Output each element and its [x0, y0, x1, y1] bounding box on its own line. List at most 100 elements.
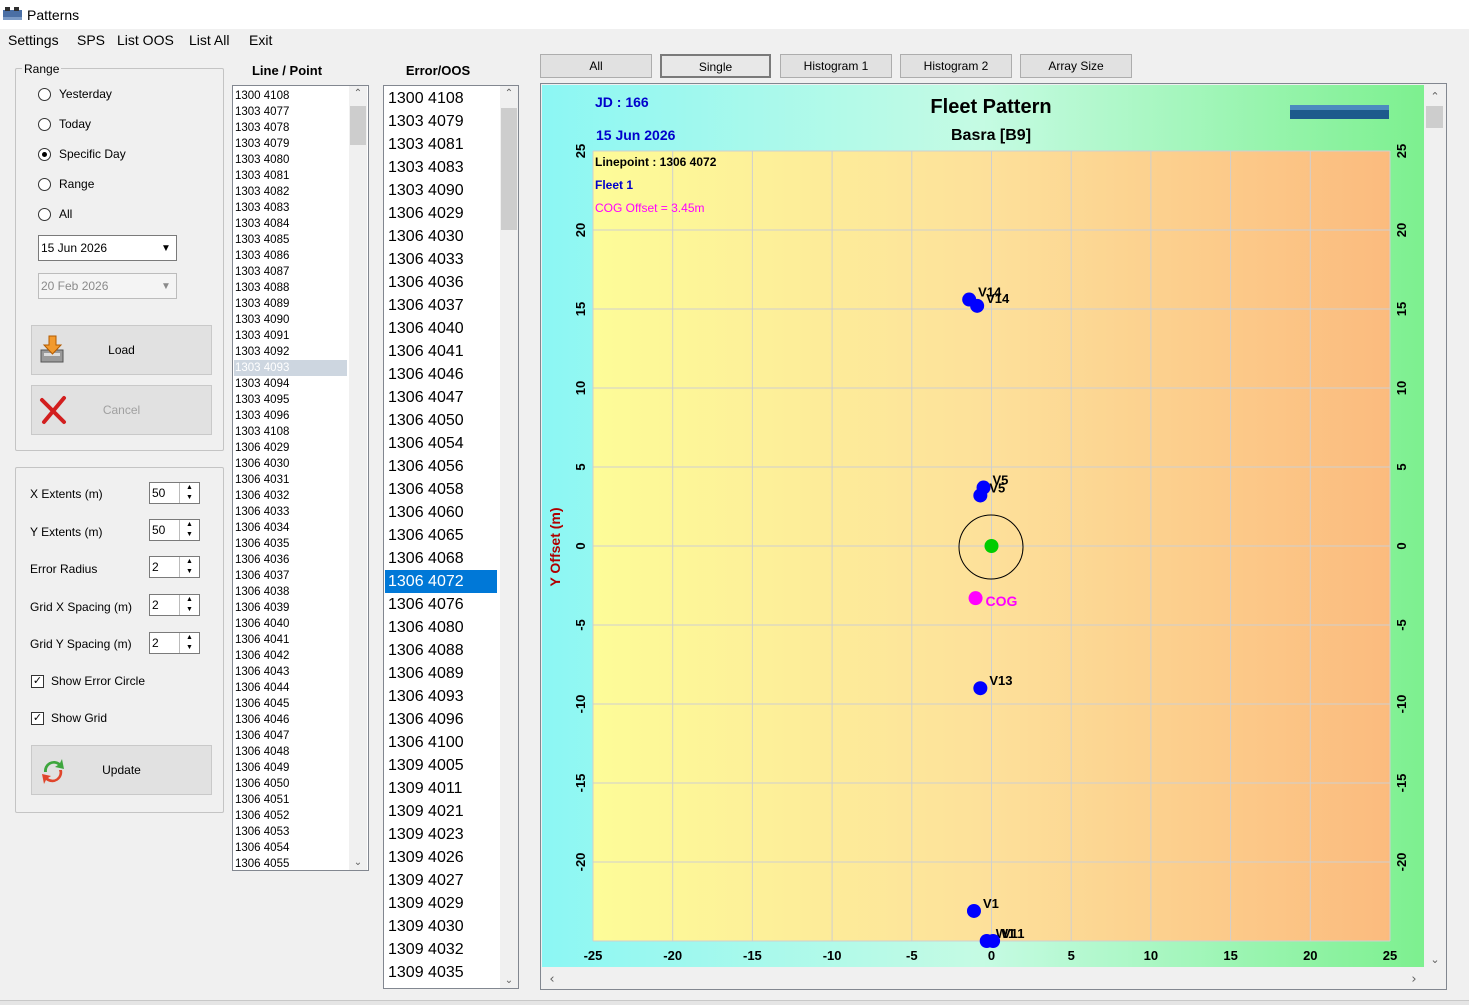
line-point-item[interactable]: 1306 4033: [235, 506, 290, 518]
line-point-item[interactable]: 1306 4037: [235, 570, 290, 582]
line-point-item[interactable]: 1303 4091: [235, 330, 290, 342]
radio-specific-day[interactable]: Specific Day: [38, 146, 126, 162]
radio-range[interactable]: Range: [38, 176, 94, 192]
scrollbar-thumb[interactable]: [501, 108, 517, 230]
error-oos-item[interactable]: 1309 4011: [388, 780, 463, 797]
line-point-item[interactable]: 1306 4053: [235, 826, 290, 838]
line-point-item[interactable]: 1303 4093: [234, 360, 347, 376]
chevron-down-icon[interactable]: ⌄: [1430, 953, 1439, 966]
line-point-item[interactable]: 1306 4031: [235, 474, 290, 486]
chart-vscrollbar[interactable]: [1424, 85, 1445, 967]
menu-list-all[interactable]: List All: [189, 32, 230, 48]
line-point-item[interactable]: 1303 4088: [235, 282, 290, 294]
spin-down-icon[interactable]: ▼: [179, 567, 199, 577]
line-point-item[interactable]: 1306 4040: [235, 618, 290, 630]
line-point-item[interactable]: 1306 4029: [235, 442, 290, 454]
error-oos-item[interactable]: 1306 4040: [388, 320, 464, 337]
tab-single[interactable]: Single: [660, 54, 771, 78]
chart-hscrollbar[interactable]: [542, 967, 1424, 988]
line-point-item[interactable]: 1306 4046: [235, 714, 290, 726]
spin-up-icon[interactable]: ▲: [179, 520, 199, 530]
error-oos-item[interactable]: 1306 4093: [388, 688, 464, 705]
chevron-left-icon[interactable]: ‹: [549, 972, 554, 987]
error-oos-item[interactable]: 1306 4030: [388, 228, 464, 245]
radio-yesterday[interactable]: Yesterday: [38, 86, 112, 102]
error-oos-item[interactable]: 1309 4027: [388, 872, 464, 889]
line-point-item[interactable]: 1306 4034: [235, 522, 290, 534]
line-point-item[interactable]: 1303 4094: [235, 378, 290, 390]
error-oos-item[interactable]: 1306 4041: [388, 343, 464, 360]
error-oos-item[interactable]: 1309 4026: [388, 849, 464, 866]
grid-x-spacing-spinner[interactable]: 2 ▲ ▼: [149, 594, 200, 616]
line-point-item[interactable]: 1306 4041: [235, 634, 290, 646]
line-point-item[interactable]: 1303 4085: [235, 234, 290, 246]
x-extents-spinner[interactable]: 50 ▲ ▼: [149, 482, 200, 504]
error-oos-item[interactable]: 1309 4005: [388, 757, 464, 774]
line-point-item[interactable]: 1303 4081: [235, 170, 290, 182]
line-point-item[interactable]: 1303 4082: [235, 186, 290, 198]
spin-down-icon[interactable]: ▼: [179, 643, 199, 653]
line-point-item[interactable]: 1303 4090: [235, 314, 290, 326]
error-oos-item[interactable]: 1306 4046: [388, 366, 464, 383]
line-point-item[interactable]: 1306 4045: [235, 698, 290, 710]
error-oos-item[interactable]: 1306 4080: [388, 619, 464, 636]
error-oos-item[interactable]: 1306 4065: [388, 527, 464, 544]
line-point-item[interactable]: 1306 4055: [235, 858, 290, 870]
spin-up-icon[interactable]: ▲: [179, 633, 199, 643]
load-button[interactable]: Load: [31, 325, 212, 375]
line-point-item[interactable]: 1303 4087: [235, 266, 290, 278]
spin-up-icon[interactable]: ▲: [179, 557, 199, 567]
show-error-circle-checkbox[interactable]: ✓ Show Error Circle: [31, 674, 145, 688]
line-point-item[interactable]: 1303 4108: [235, 426, 290, 438]
line-point-item[interactable]: 1303 4096: [235, 410, 290, 422]
error-oos-item[interactable]: 1306 4096: [388, 711, 464, 728]
line-point-item[interactable]: 1306 4051: [235, 794, 290, 806]
line-point-item[interactable]: 1306 4032: [235, 490, 290, 502]
error-oos-item[interactable]: 1309 4032: [388, 941, 464, 958]
line-point-item[interactable]: 1306 4042: [235, 650, 290, 662]
radio-today[interactable]: Today: [38, 116, 91, 132]
error-radius-spinner[interactable]: 2 ▲ ▼: [149, 556, 200, 578]
line-point-item[interactable]: 1306 4054: [235, 842, 290, 854]
error-oos-item[interactable]: 1309 4035: [388, 964, 464, 981]
line-point-item[interactable]: 1306 4048: [235, 746, 290, 758]
chevron-up-icon[interactable]: ⌃: [504, 88, 514, 99]
y-extents-spinner[interactable]: 50 ▲ ▼: [149, 519, 200, 541]
chevron-down-icon[interactable]: ⌄: [353, 857, 363, 868]
error-oos-item[interactable]: 1303 4090: [388, 182, 464, 199]
line-point-list[interactable]: ⌃ ⌄ 1300 4108 1303 4077 1303 4078 1303 4079…: [232, 85, 369, 871]
menu-exit[interactable]: Exit: [249, 32, 273, 48]
spin-down-icon[interactable]: ▼: [179, 530, 199, 540]
error-oos-item[interactable]: 1306 4068: [388, 550, 464, 567]
error-oos-item[interactable]: 1306 4058: [388, 481, 464, 498]
tab-all[interactable]: All: [540, 54, 652, 78]
error-oos-item[interactable]: 1303 4081: [388, 136, 464, 153]
line-point-item[interactable]: 1306 4044: [235, 682, 290, 694]
line-point-item[interactable]: 1300 4108: [235, 90, 290, 102]
error-oos-item[interactable]: 1306 4050: [388, 412, 464, 429]
error-oos-item[interactable]: 1306 4056: [388, 458, 464, 475]
line-point-item[interactable]: 1306 4035: [235, 538, 290, 550]
line-point-item[interactable]: 1303 4084: [235, 218, 290, 230]
error-oos-item[interactable]: 1306 4037: [388, 297, 464, 314]
chevron-up-icon[interactable]: ⌃: [353, 88, 363, 99]
error-oos-item[interactable]: 1306 4036: [388, 274, 464, 291]
menu-settings[interactable]: Settings: [8, 32, 59, 48]
radio-all[interactable]: All: [38, 206, 72, 222]
line-point-item[interactable]: 1303 4086: [235, 250, 290, 262]
error-oos-item[interactable]: 1306 4060: [388, 504, 464, 521]
error-oos-item[interactable]: 1306 4089: [388, 665, 464, 682]
line-point-item[interactable]: 1303 4083: [235, 202, 290, 214]
error-oos-item[interactable]: 1300 4108: [388, 90, 464, 107]
line-point-item[interactable]: 1303 4092: [235, 346, 290, 358]
line-point-item[interactable]: 1303 4078: [235, 122, 290, 134]
line-point-item[interactable]: 1306 4049: [235, 762, 290, 774]
spin-down-icon[interactable]: ▼: [179, 605, 199, 615]
error-oos-item[interactable]: 1309 4021: [388, 803, 464, 820]
line-point-item[interactable]: 1306 4036: [235, 554, 290, 566]
chart-vscrollbar-thumb[interactable]: [1426, 106, 1443, 128]
error-oos-item[interactable]: 1306 4029: [388, 205, 464, 222]
line-point-item[interactable]: 1306 4030: [235, 458, 290, 470]
spin-down-icon[interactable]: ▼: [179, 493, 199, 503]
error-oos-item[interactable]: 1309 4023: [388, 826, 464, 843]
